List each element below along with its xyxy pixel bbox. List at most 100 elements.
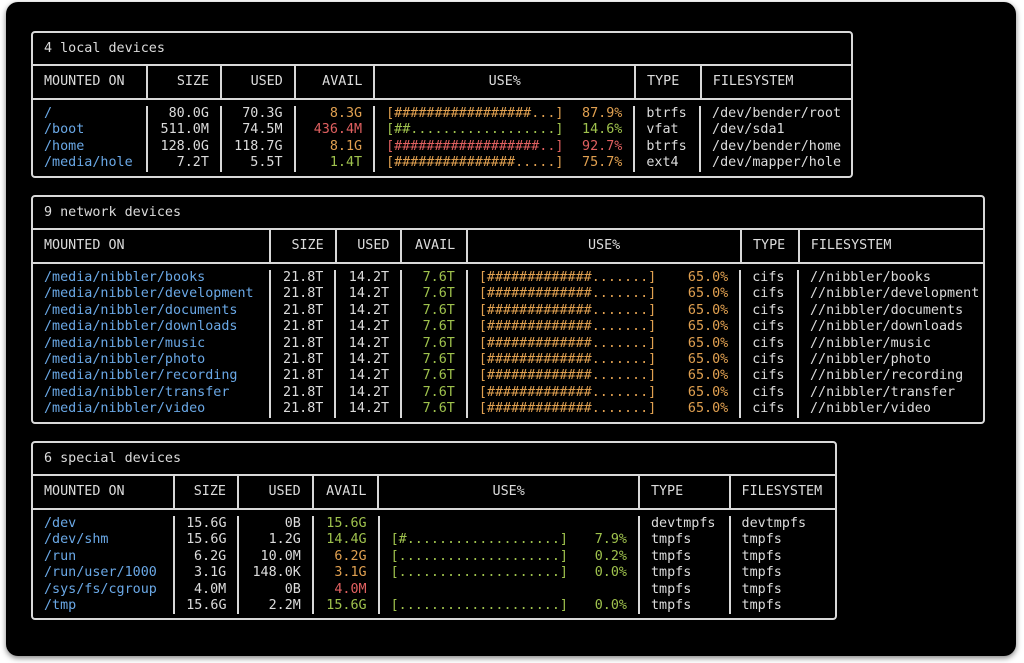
usage-bar: [###############.....] <box>386 155 564 171</box>
cell-type: cifs <box>752 270 785 285</box>
mount-point-link[interactable]: /media/hole <box>44 155 133 171</box>
network-column-size: 21.8T 21.8T 21.8T 21.8T 21.8T 21.8T 21.8T 21.8T… <box>271 270 337 418</box>
usage-cell: [#############.......] 65.0% <box>479 368 728 384</box>
column-header-filesystem[interactable]: FILESYSTEM <box>810 238 892 253</box>
usage-percent: 65.0% <box>687 270 729 285</box>
usage-percent: 0.0% <box>594 597 627 613</box>
mount-point-link[interactable]: /run <box>44 548 77 564</box>
usage-cell: [#############.......] 65.0% <box>479 352 728 368</box>
mount-point-link[interactable]: /boot <box>44 122 85 138</box>
cell-size: 511.0M <box>160 122 209 138</box>
special-header-row: MOUNTED ON SIZE USED AVAIL USE% TYPE FILESYSTE… <box>33 476 835 510</box>
usage-bar: [#############.......] <box>478 384 657 400</box>
column-header-avail[interactable]: AVAIL <box>314 476 380 508</box>
mount-point-link[interactable]: /media/nibbler/video <box>44 401 206 417</box>
column-header-used[interactable]: USED <box>239 476 314 508</box>
cell-type: tmpfs <box>650 548 692 564</box>
cell-used: 14.2T <box>348 335 390 351</box>
usage-percent: 87.9% <box>582 106 623 121</box>
cell-fs: /dev/bender/root <box>712 106 842 121</box>
cell-type: tmpfs <box>650 581 692 597</box>
cell-size: 15.6G <box>186 532 227 548</box>
usage-cell: [##..................] 14.6% <box>386 122 622 138</box>
network-header-row: MOUNTED ON SIZE USED AVAIL USE% TYPE FILESYSTE… <box>33 230 983 264</box>
usage-cell: [#############.......] 65.0% <box>479 303 728 319</box>
usage-bar: [#############.......] <box>478 401 657 417</box>
mount-point-link[interactable]: /media/nibbler/documents <box>44 302 238 318</box>
usage-bar: [##..................] <box>386 122 564 138</box>
cell-fs: /dev/sda1 <box>712 122 785 138</box>
column-header-mounted-on[interactable]: MOUNTED ON <box>33 66 149 98</box>
cell-used: 14.2T <box>348 351 390 367</box>
mount-point-link[interactable]: /media/nibbler/development <box>44 286 254 302</box>
special-column-use: [#...................] 7.9% [.............… <box>380 516 640 615</box>
local-column-mount: //boot/home/media/hole <box>33 106 149 172</box>
cell-avail: 15.6G <box>326 597 367 613</box>
column-header-filesystem[interactable]: FILESYSTEM <box>712 74 794 89</box>
cell-fs: //nibbler/documents <box>810 302 964 318</box>
cell-size: 15.6G <box>186 597 227 613</box>
cell-fs: tmpfs <box>741 548 782 564</box>
column-header-type[interactable]: TYPE <box>742 230 800 262</box>
cell-avail: 7.6T <box>422 335 455 351</box>
mount-point-link[interactable]: /sys/fs/cgroup <box>44 581 157 597</box>
mount-point-link[interactable]: /media/nibbler/photo <box>44 351 206 367</box>
column-header-mounted-on[interactable]: MOUNTED ON <box>33 476 176 508</box>
column-header-use-pct[interactable]: USE% <box>379 476 640 508</box>
column-header-used[interactable]: USED <box>222 66 296 98</box>
cell-used: 14.2T <box>348 401 390 417</box>
network-table-body: /media/nibbler/books/media/nibbler/devel… <box>33 264 983 422</box>
mount-point-link[interactable]: /media/nibbler/recording <box>44 368 238 384</box>
usage-percent: 65.0% <box>687 401 729 417</box>
cell-fs: //nibbler/transfer <box>810 384 956 400</box>
usage-bar: [#############.......] <box>478 286 657 302</box>
column-header-type[interactable]: TYPE <box>636 66 702 98</box>
local-devices-table: 4 local devices MOUNTED ON SIZE USED AVAIL US… <box>31 31 853 178</box>
cell-avail: 7.6T <box>422 384 455 400</box>
mount-point-link[interactable]: /media/nibbler/music <box>44 335 206 351</box>
cell-avail: 4.0M <box>334 581 367 597</box>
network-devices-table: 9 network devices MOUNTED ON SIZE USED AVAIL… <box>31 195 985 424</box>
cell-type: cifs <box>752 368 785 384</box>
cell-fs: /dev/bender/home <box>712 138 842 154</box>
cell-type: tmpfs <box>650 532 692 548</box>
cell-size: 3.1G <box>193 565 227 581</box>
column-header-size[interactable]: SIZE <box>175 476 239 508</box>
column-header-filesystem[interactable]: FILESYSTEM <box>741 484 823 499</box>
mount-point-link[interactable]: /media/nibbler/books <box>44 270 206 285</box>
special-column-size: 15.6G 15.6G 6.2G 3.1G 4.0M 15.6G <box>175 516 240 615</box>
local-column-fs: /dev/bender/root/dev/sda1/dev/bender/hom… <box>701 106 851 172</box>
mount-point-link[interactable]: /media/nibbler/downloads <box>44 319 238 335</box>
column-header-size[interactable]: SIZE <box>271 230 337 262</box>
mount-point-link[interactable]: /dev <box>44 516 77 531</box>
mount-point-link[interactable]: /dev/shm <box>44 532 109 548</box>
cell-fs: //nibbler/video <box>810 401 931 417</box>
mount-point-link[interactable]: /tmp <box>44 597 77 613</box>
usage-bar: [....................] <box>390 597 568 613</box>
column-header-used[interactable]: USED <box>337 230 403 262</box>
column-header-use-pct[interactable]: USE% <box>468 230 742 262</box>
cell-type: vfat <box>646 122 679 138</box>
column-header-avail[interactable]: AVAIL <box>296 66 376 98</box>
special-devices-table: 6 special devices MOUNTED ON SIZE USED AVAIL… <box>31 441 837 621</box>
column-header-size[interactable]: SIZE <box>148 66 223 98</box>
usage-cell: [#############.......] 65.0% <box>479 286 728 302</box>
mount-point-link[interactable]: / <box>44 106 53 121</box>
cell-avail: 1.4T <box>329 155 363 171</box>
column-header-type[interactable]: TYPE <box>640 476 731 508</box>
column-header-mounted-on[interactable]: MOUNTED ON <box>33 230 271 262</box>
cell-fs: /dev/mapper/hole <box>712 155 842 171</box>
cell-avail: 7.6T <box>422 368 455 384</box>
cell-fs: tmpfs <box>741 581 782 597</box>
cell-used: 14.2T <box>348 286 390 302</box>
network-column-type: cifs cifs cifs cifs cifs cifs cifs cifs cifs <box>741 270 799 418</box>
cell-avail: 7.6T <box>422 270 455 285</box>
column-header-use-pct[interactable]: USE% <box>375 66 637 98</box>
cell-fs: tmpfs <box>741 565 782 581</box>
cell-used: 10.0M <box>260 548 301 564</box>
column-header-avail[interactable]: AVAIL <box>402 230 469 262</box>
mount-point-link[interactable]: /home <box>44 138 85 154</box>
mount-point-link[interactable]: /run/user/1000 <box>44 565 157 581</box>
usage-percent: 0.2% <box>594 548 627 564</box>
mount-point-link[interactable]: /media/nibbler/transfer <box>44 384 230 400</box>
